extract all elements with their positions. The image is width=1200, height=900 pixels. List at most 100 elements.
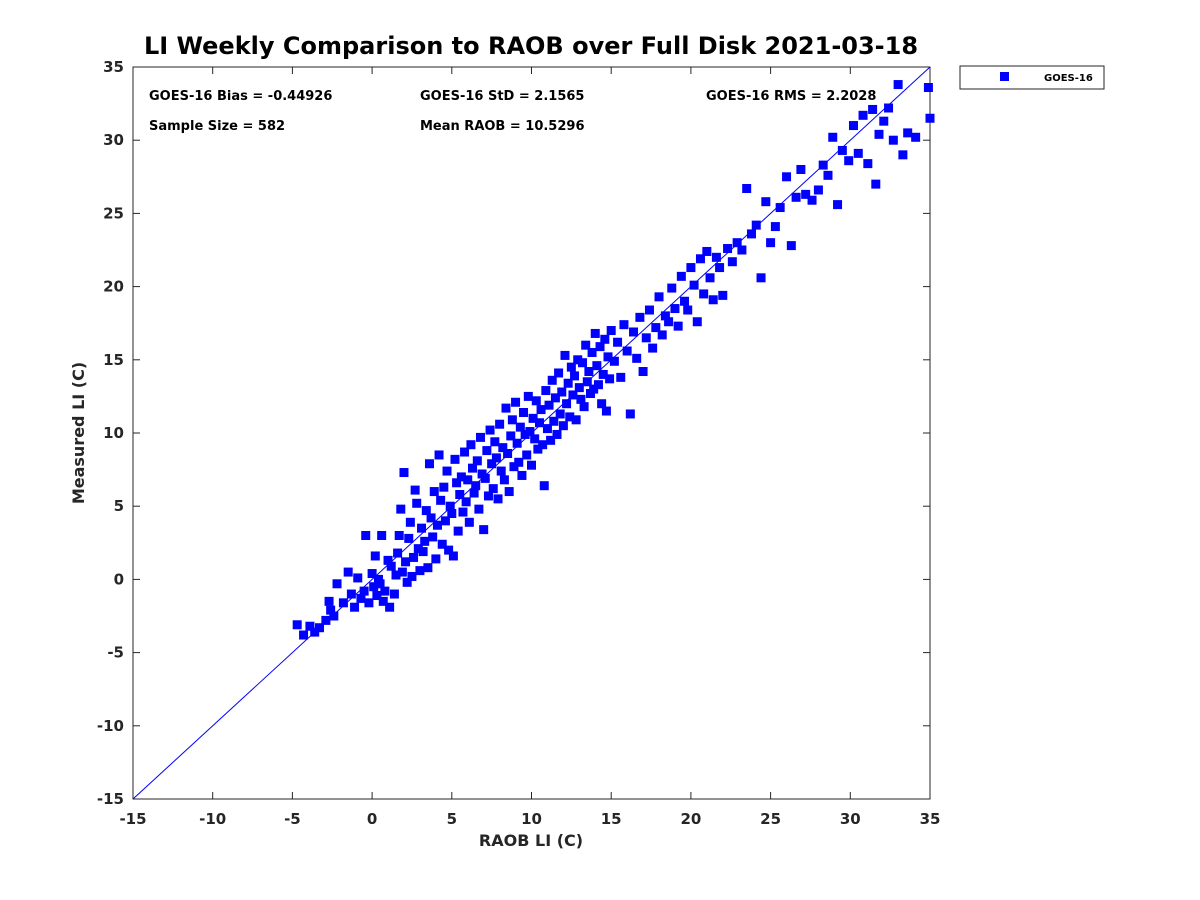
data-point <box>445 501 455 511</box>
data-point <box>884 103 894 113</box>
data-point <box>613 337 623 347</box>
data-point <box>597 399 607 409</box>
y-tick-label: 25 <box>103 204 124 222</box>
y-tick-label: -5 <box>107 644 124 662</box>
data-point <box>619 320 629 330</box>
data-point <box>310 627 320 637</box>
x-tick-label: 0 <box>367 810 377 828</box>
data-point <box>326 605 336 615</box>
data-point <box>598 369 608 379</box>
data-point <box>361 530 371 540</box>
data-point <box>461 497 471 507</box>
data-point <box>676 271 686 281</box>
data-point <box>413 544 423 554</box>
data-point <box>503 448 513 458</box>
data-point <box>453 526 463 536</box>
data-point <box>370 551 380 561</box>
y-tick-label: 10 <box>103 424 124 442</box>
data-point <box>415 566 425 576</box>
data-point <box>578 358 588 368</box>
data-point <box>380 586 390 596</box>
data-point <box>766 238 776 248</box>
data-point <box>367 569 377 579</box>
data-point <box>590 328 600 338</box>
data-point <box>622 346 632 356</box>
data-point <box>570 371 580 381</box>
data-point <box>432 520 442 530</box>
data-point <box>305 621 315 631</box>
data-point <box>401 557 411 567</box>
y-tick-label: 5 <box>114 497 124 515</box>
x-tick-label: 20 <box>680 810 701 828</box>
data-point <box>761 197 771 207</box>
data-point <box>552 429 562 439</box>
data-point <box>550 393 560 403</box>
data-point <box>410 485 420 495</box>
data-point <box>405 517 415 527</box>
data-point <box>651 323 661 333</box>
data-point <box>770 222 780 232</box>
data-point <box>496 466 506 476</box>
data-point <box>440 516 450 526</box>
data-point <box>775 203 785 213</box>
y-tick-label: 0 <box>114 570 124 588</box>
data-point <box>786 241 796 251</box>
data-point <box>727 257 737 267</box>
data-point <box>356 593 366 603</box>
data-point <box>888 135 898 145</box>
data-point <box>582 377 592 387</box>
data-point <box>746 229 756 239</box>
data-point <box>534 418 544 428</box>
y-tick-label: 30 <box>103 131 124 149</box>
data-point <box>898 150 908 160</box>
data-point <box>844 156 854 166</box>
data-point <box>375 579 385 589</box>
data-point <box>475 432 485 442</box>
data-point <box>601 406 611 416</box>
data-point <box>782 172 792 182</box>
data-point <box>458 507 468 517</box>
data-point <box>568 390 578 400</box>
data-point <box>605 374 615 384</box>
data-point <box>404 533 414 543</box>
chart-title: LI Weekly Comparison to RAOB over Full D… <box>144 32 918 60</box>
data-point <box>450 454 460 464</box>
std-stat: GOES-16 StD = 2.1565 <box>420 89 584 104</box>
data-point <box>813 185 823 195</box>
data-point <box>737 245 747 255</box>
data-point <box>343 567 353 577</box>
data-point <box>520 429 530 439</box>
data-point <box>299 630 309 640</box>
data-point <box>407 571 417 581</box>
data-point <box>485 425 495 435</box>
y-tick-label: -10 <box>97 717 124 735</box>
data-point <box>818 160 828 170</box>
data-point <box>828 132 838 142</box>
data-point <box>911 132 921 142</box>
data-point <box>522 450 532 460</box>
data-point <box>292 620 302 630</box>
data-point <box>632 353 642 363</box>
data-point <box>439 482 449 492</box>
data-point <box>801 189 811 199</box>
data-point <box>437 539 447 549</box>
data-point <box>389 589 399 599</box>
data-point <box>514 457 524 467</box>
data-point <box>879 116 889 126</box>
data-point <box>641 333 651 343</box>
data-point <box>418 547 428 557</box>
data-point <box>644 305 654 315</box>
data-point <box>434 450 444 460</box>
data-point <box>673 321 683 331</box>
data-point <box>499 475 509 485</box>
data-point <box>541 386 551 396</box>
y-tick-label: 35 <box>103 58 124 76</box>
data-point <box>576 394 586 404</box>
data-point <box>708 295 718 305</box>
data-point <box>871 179 881 189</box>
data-point <box>409 552 419 562</box>
legend-label-goes-16: GOES-16 <box>1044 73 1093 84</box>
data-point <box>573 355 583 365</box>
data-point <box>417 523 427 533</box>
data-point <box>512 438 522 448</box>
